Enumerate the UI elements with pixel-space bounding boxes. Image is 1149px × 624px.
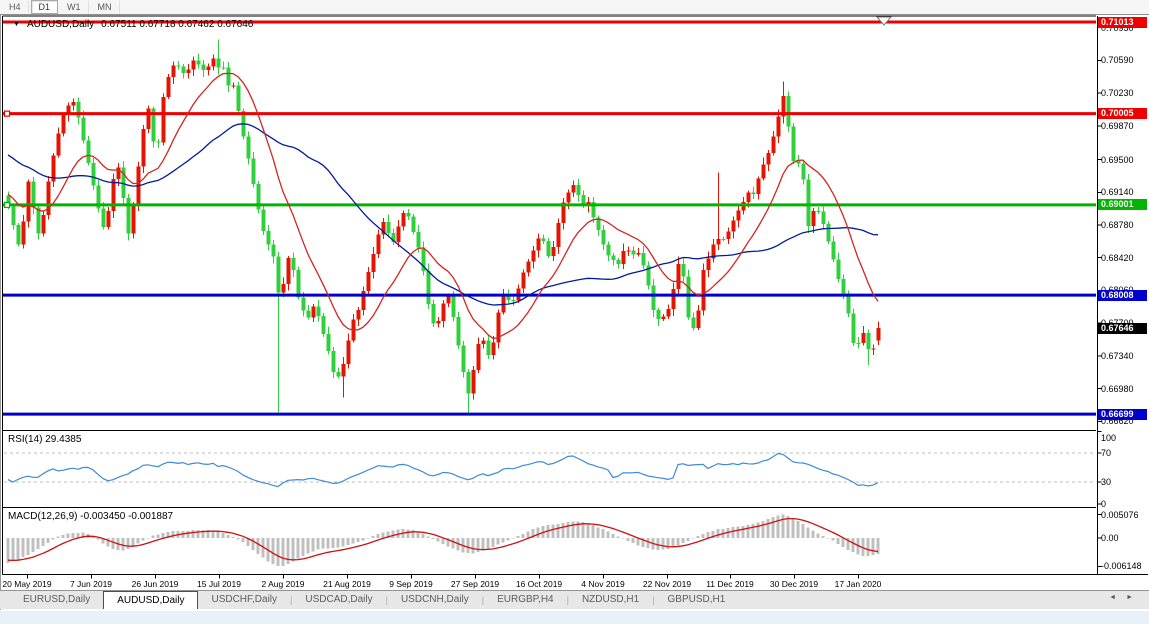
price-tag-label: 0.70005 [1098,108,1147,120]
chart-quote-label: 0.67511 0.67718 0.67462 0.67646 [101,19,254,30]
price-tag-label: 0.71013 [1098,16,1147,28]
date-label: 7 Jun 2019 [69,579,113,589]
tab-scroll-left-icon[interactable]: ◄ [1109,594,1127,601]
chart-tab-bar: EURUSD,Daily AUDUSD,Daily USDCHF,Daily | USD… [0,590,1149,609]
date-label: 16 Oct 2019 [515,579,563,589]
macd-scale-label: 0.00 [1101,533,1119,543]
tab-separator: | [481,595,485,605]
rsi-label: RSI(14) 29.4385 [8,434,82,445]
chart-collapse-icon[interactable]: ▼ [13,21,20,28]
price-tag-label: 0.68008 [1098,289,1147,301]
price-tick-label: 0.66980 [1101,383,1134,394]
rsi-scale-label: 70 [1101,448,1112,458]
macd-signal-line [7,517,879,562]
date-label: 17 Jan 2020 [834,579,882,589]
tab-scroll-arrows: ◄► [1109,594,1143,601]
rsi-line [7,452,879,488]
price-tick-label: 0.68780 [1101,220,1134,230]
timeframe-button-w1[interactable]: W1 [60,1,89,13]
price-tick-label: 0.69500 [1101,154,1134,165]
tab-nzdusd-h1[interactable]: NZDUSD,H1 [581,594,640,605]
price-tick-label: 0.67340 [1101,350,1134,361]
macd-scale-label: -0.006148 [1101,561,1142,572]
tab-separator: | [385,595,388,605]
status-bar [0,610,1149,624]
chart-title: ▼ AUDUSD,Daily 0.67511 0.67718 0.67462 0… [13,19,253,30]
date-label: 2 Aug 2019 [261,579,305,589]
timeframe-button-d1[interactable]: D1 [30,0,59,14]
date-label: 21 Aug 2019 [323,579,371,589]
rsi-scale-label: 0 [1101,498,1107,509]
price-tick-label: 0.70950 [1101,22,1134,33]
ma-fast-line [7,72,879,339]
timeframe-toolbar: H4 D1 W1 MN [0,0,1149,15]
tab-separator: | [290,595,293,605]
macd-label: MACD(12,26,9) -0.003450 -0.001887 [8,511,174,522]
date-label: 20 May 2019 [2,579,52,589]
chart-symbol-label: AUDUSD,Daily [26,19,95,30]
chart-shift-marker-icon [875,16,893,26]
tab-gbpusd-h1[interactable]: GBPUSD,H1 [667,594,726,605]
tab-separator: | [566,595,569,605]
price-tag-label: 0.69001 [1098,199,1147,211]
timeframe-button-mn[interactable]: MN [91,1,120,13]
date-label: 26 Jun 2019 [131,579,179,589]
rsi-scale-label: 30 [1101,477,1112,487]
tab-separator: | [652,595,655,605]
price-tick-label: 0.69140 [1101,187,1134,198]
price-tick-label: 0.69870 [1101,120,1134,131]
ma-slow-line [7,123,879,306]
timeframe-button-h4[interactable]: H4 [2,1,29,13]
rsi-scale-label: 100 [1101,433,1117,443]
date-label: 11 Dec 2019 [706,579,754,589]
hline-handle [3,201,11,209]
tab-audusd-daily[interactable]: AUDUSD,Daily [103,591,199,609]
macd-scale-label: 0.005076 [1101,509,1139,520]
tab-usdcad-daily[interactable]: USDCAD,Daily [305,594,373,605]
price-tag-label: 0.66699 [1098,408,1147,420]
date-label: 9 Sep 2019 [389,579,433,589]
price-tick-label: 0.68420 [1101,252,1134,263]
tab-usdcnh-daily[interactable]: USDCNH,Daily [400,594,469,605]
price-tick-label: 0.70590 [1101,55,1134,66]
hline-handle [3,110,11,117]
date-label: 22 Nov 2019 [642,579,692,589]
price-tag-label: 0.67646 [1098,322,1147,334]
tab-scroll-right-icon[interactable]: ► [1126,594,1143,601]
price-tick-label: 0.66620 [1101,416,1134,427]
tab-usdchf-daily[interactable]: USDCHF,Daily [211,594,278,605]
tab-eurusd-daily[interactable]: EURUSD,Daily [23,594,91,605]
price-tick-label: 0.70230 [1101,88,1134,99]
date-label: 30 Dec 2019 [769,579,819,589]
date-label: 27 Sep 2019 [450,579,500,589]
date-label: 15 Jul 2019 [197,579,241,589]
date-label: 4 Nov 2019 [581,579,625,589]
tab-eurgbp-h4[interactable]: EURGBP,H4 [497,594,554,605]
